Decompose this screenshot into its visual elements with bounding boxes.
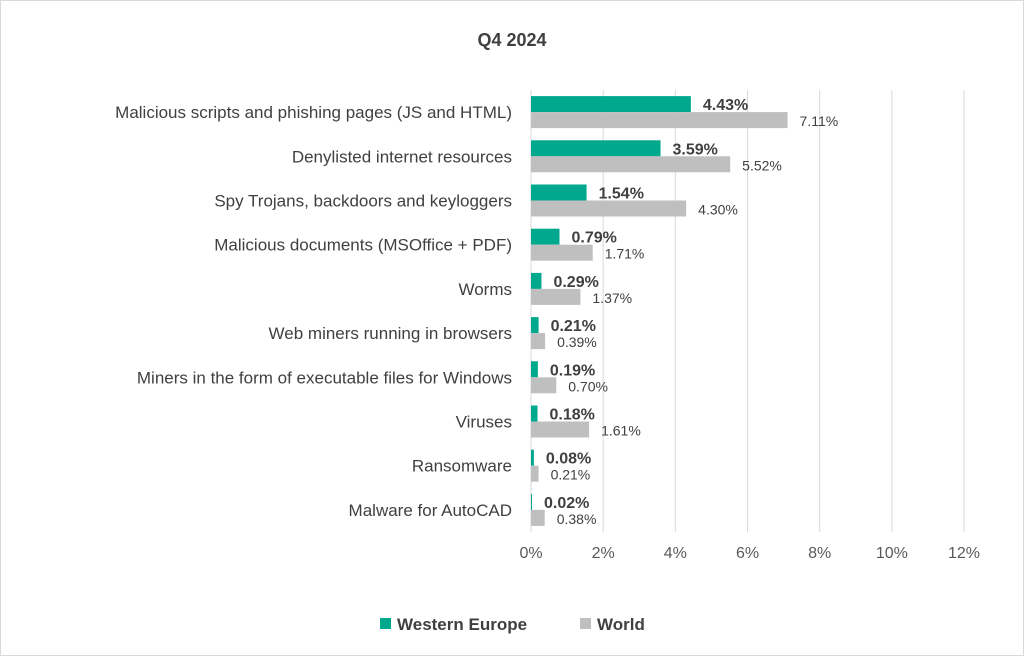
category-label-0: Malicious scripts and phishing pages (JS… bbox=[115, 103, 512, 122]
data-label-world-2: 4.30% bbox=[698, 202, 738, 218]
bar-world-1 bbox=[531, 156, 731, 173]
x-tick-labels: 0% 2% 4% 6% 8% 10% 12% bbox=[519, 545, 980, 562]
x-tick-label-0: 0% bbox=[519, 545, 542, 562]
data-label-western-europe-3: 0.79% bbox=[572, 230, 617, 247]
bar-western-europe-2 bbox=[531, 184, 587, 201]
x-tick-label-2: 4% bbox=[664, 545, 687, 562]
data-label-world-6: 0.70% bbox=[568, 378, 608, 394]
legend-label-western-europe: Western Europe bbox=[397, 615, 527, 634]
data-label-world-3: 1.71% bbox=[605, 246, 645, 262]
bar-western-europe-8 bbox=[531, 449, 534, 466]
data-label-world-0: 7.11% bbox=[800, 113, 839, 129]
x-tick-label-4: 8% bbox=[808, 545, 831, 562]
legend-swatch-world bbox=[580, 618, 591, 629]
bar-western-europe-1 bbox=[531, 140, 661, 157]
data-label-world-5: 0.39% bbox=[557, 334, 597, 350]
category-label-9: Malware for AutoCAD bbox=[349, 501, 512, 520]
bar-western-europe-0 bbox=[531, 96, 691, 113]
bar-world-5 bbox=[531, 333, 546, 350]
bar-world-9 bbox=[531, 509, 545, 526]
x-tick-label-6: 12% bbox=[948, 545, 980, 562]
legend: Western Europe World bbox=[380, 615, 645, 634]
bar-world-3 bbox=[531, 244, 593, 261]
data-label-western-europe-9: 0.02% bbox=[544, 495, 589, 512]
bar-western-europe-3 bbox=[531, 228, 560, 245]
x-tick-label-1: 2% bbox=[592, 545, 615, 562]
data-label-world-9: 0.38% bbox=[557, 511, 597, 527]
data-label-western-europe-6: 0.19% bbox=[550, 362, 595, 379]
data-label-world-4: 1.37% bbox=[592, 290, 632, 306]
bar-world-7 bbox=[531, 421, 590, 438]
data-label-western-europe-1: 3.59% bbox=[673, 141, 718, 158]
bar-western-europe-9 bbox=[531, 493, 532, 510]
data-label-western-europe-5: 0.21% bbox=[551, 318, 596, 335]
category-label-5: Web miners running in browsers bbox=[269, 324, 512, 343]
data-label-western-europe-0: 4.43% bbox=[703, 97, 748, 114]
data-label-world-8: 0.21% bbox=[551, 467, 591, 483]
bar-western-europe-5 bbox=[531, 317, 539, 334]
category-label-4: Worms bbox=[458, 280, 512, 299]
bar-western-europe-7 bbox=[531, 405, 538, 422]
chart-title: Q4 2024 bbox=[477, 30, 546, 50]
category-labels: Malicious scripts and phishing pages (JS… bbox=[115, 103, 512, 520]
data-label-western-europe-8: 0.08% bbox=[546, 451, 591, 468]
x-tick-label-3: 6% bbox=[736, 545, 759, 562]
category-label-3: Malicious documents (MSOffice + PDF) bbox=[214, 236, 512, 255]
category-label-8: Ransomware bbox=[412, 457, 512, 476]
bar-world-2 bbox=[531, 200, 687, 217]
x-tick-label-5: 10% bbox=[876, 545, 908, 562]
category-label-1: Denylisted internet resources bbox=[292, 147, 512, 166]
bar-world-4 bbox=[531, 288, 581, 305]
category-label-2: Spy Trojans, backdoors and keyloggers bbox=[214, 192, 512, 211]
data-label-western-europe-2: 1.54% bbox=[599, 186, 644, 203]
data-label-world-1: 5.52% bbox=[742, 157, 782, 173]
bar-world-0 bbox=[531, 112, 788, 129]
bar-western-europe-6 bbox=[531, 361, 538, 378]
data-label-western-europe-4: 0.29% bbox=[553, 274, 598, 291]
bar-world-6 bbox=[531, 377, 557, 394]
legend-swatch-western-europe bbox=[380, 618, 391, 629]
data-label-world-7: 1.61% bbox=[601, 423, 641, 439]
bar-world-8 bbox=[531, 465, 539, 482]
bar-western-europe-4 bbox=[531, 272, 542, 289]
category-label-6: Miners in the form of executable files f… bbox=[137, 368, 512, 387]
legend-label-world: World bbox=[597, 615, 645, 634]
category-label-7: Viruses bbox=[456, 413, 512, 432]
bars: 4.43% 7.11% 3.59% 5.52% 1.54% 4.30% 0.79%1.71%… bbox=[531, 96, 838, 527]
data-label-western-europe-7: 0.18% bbox=[549, 407, 594, 424]
